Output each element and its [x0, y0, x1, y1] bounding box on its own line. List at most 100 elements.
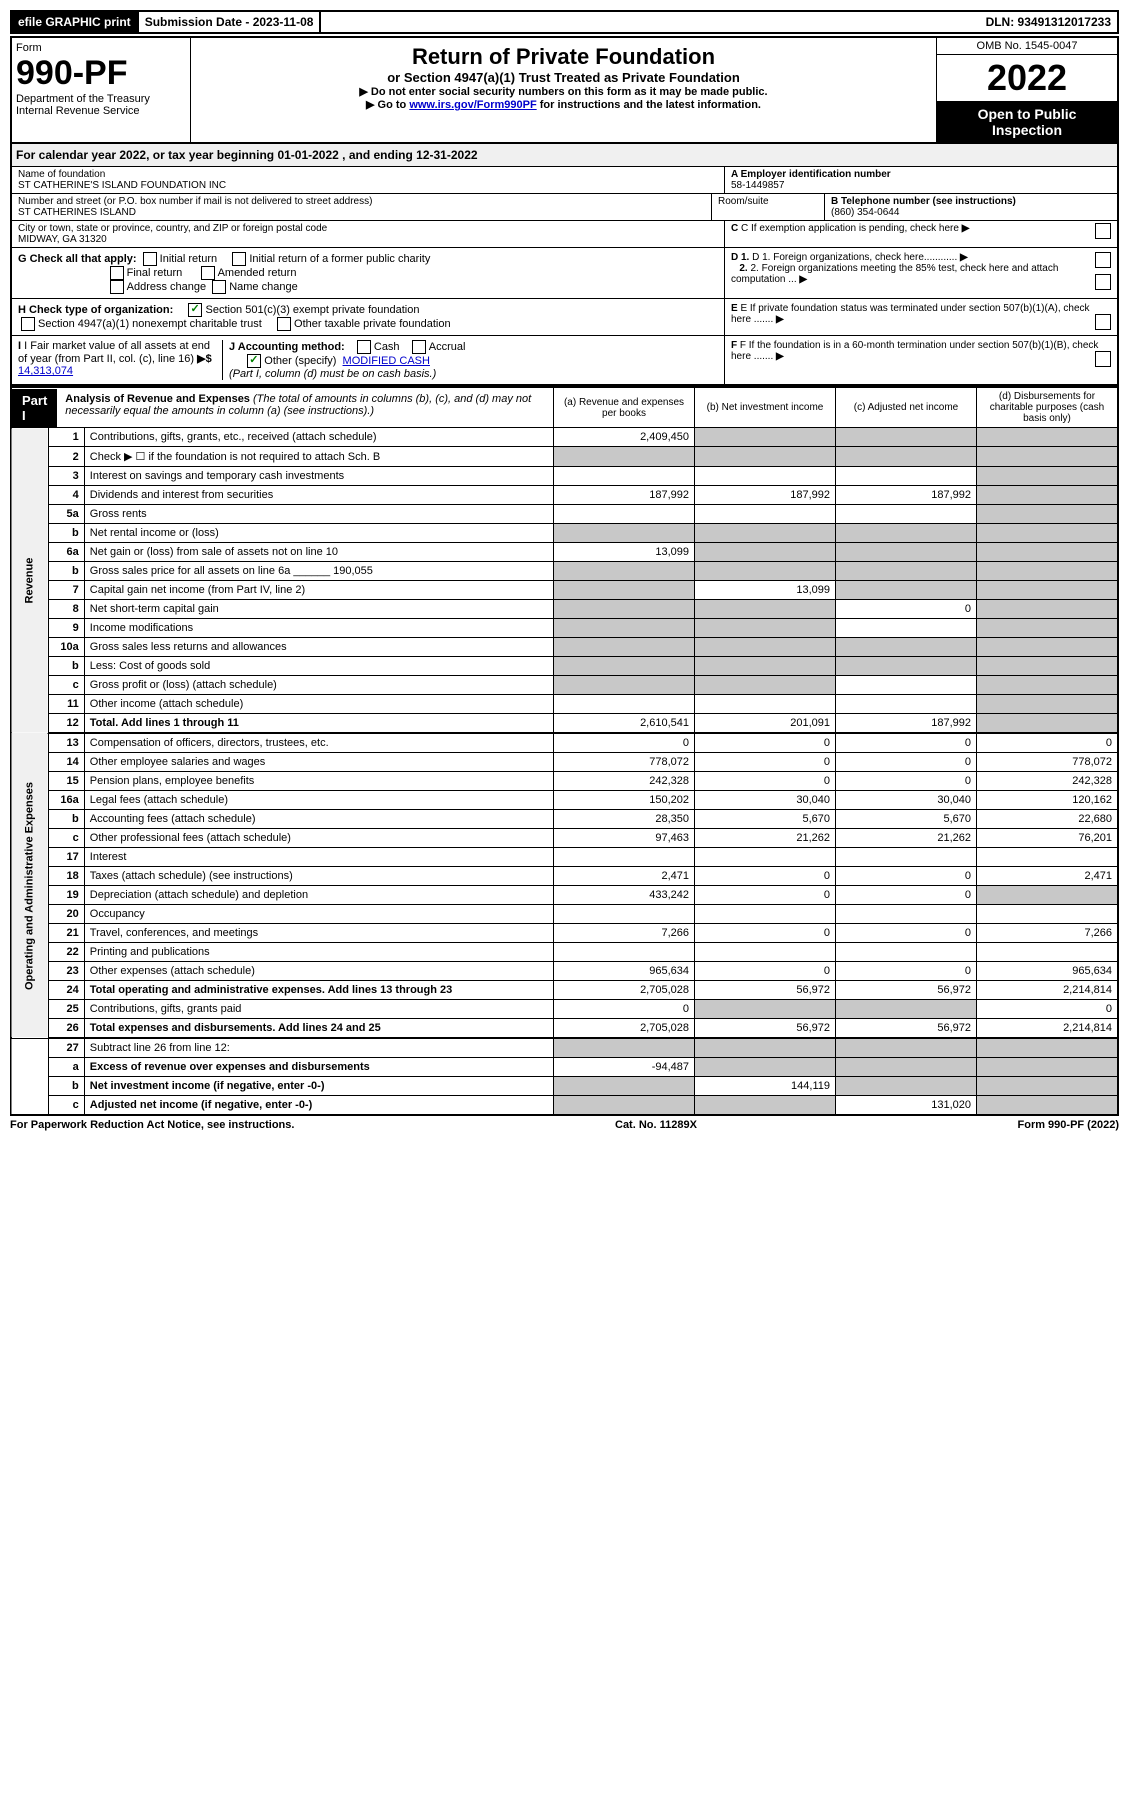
line-description: Travel, conferences, and meetings [84, 924, 553, 943]
value-cell [554, 581, 695, 600]
value-cell: 2,705,028 [554, 1019, 695, 1039]
submission-date: Submission Date - 2023-11-08 [139, 12, 322, 32]
line-description: Dividends and interest from securities [84, 486, 553, 505]
value-cell [554, 1077, 695, 1096]
value-cell [836, 1077, 977, 1096]
line-number: 8 [48, 600, 84, 619]
c-checkbox[interactable] [1095, 223, 1111, 239]
d2-checkbox[interactable] [1095, 274, 1111, 290]
h-501c3-checkbox[interactable] [188, 303, 202, 317]
value-cell: 433,242 [554, 886, 695, 905]
line-number: 27 [48, 1038, 84, 1058]
line-number: 25 [48, 1000, 84, 1019]
line-description: Gross profit or (loss) (attach schedule) [84, 676, 553, 695]
value-cell [554, 447, 695, 467]
table-row: 5aGross rents [11, 505, 1118, 524]
line-number: 12 [48, 714, 84, 734]
value-cell [554, 695, 695, 714]
form-link[interactable]: www.irs.gov/Form990PF [409, 99, 536, 111]
value-cell [554, 1096, 695, 1116]
line-number: b [48, 1077, 84, 1096]
value-cell [695, 562, 836, 581]
line-number: 11 [48, 695, 84, 714]
value-cell [695, 1096, 836, 1116]
value-cell: 56,972 [836, 981, 977, 1000]
j-section: J Accounting method: Cash Accrual Other … [223, 340, 718, 380]
j-accrual-checkbox[interactable] [412, 340, 426, 354]
value-cell [836, 505, 977, 524]
open-public: Open to Public Inspection [937, 102, 1117, 142]
g-address-change-checkbox[interactable] [110, 280, 124, 294]
line-description: Compensation of officers, directors, tru… [84, 733, 553, 753]
city-c-row: City or town, state or province, country… [10, 221, 1119, 248]
value-cell [695, 428, 836, 447]
table-row: 6aNet gain or (loss) from sale of assets… [11, 543, 1118, 562]
line-number: 14 [48, 753, 84, 772]
f-checkbox[interactable] [1095, 351, 1111, 367]
line-number: 7 [48, 581, 84, 600]
g-name-change-checkbox[interactable] [212, 280, 226, 294]
fair-market-value[interactable]: 14,313,074 [18, 365, 73, 377]
g-final-return-checkbox[interactable] [110, 266, 124, 280]
value-cell: 0 [836, 867, 977, 886]
j-cash-checkbox[interactable] [357, 340, 371, 354]
footer-right: Form 990-PF (2022) [1018, 1119, 1119, 1131]
form-title: Return of Private Foundation [197, 44, 930, 70]
value-cell [836, 943, 977, 962]
g-amended-checkbox[interactable] [201, 266, 215, 280]
value-cell [977, 486, 1119, 505]
value-cell [977, 581, 1119, 600]
table-row: 10aGross sales less returns and allowanc… [11, 638, 1118, 657]
line-description: Other employee salaries and wages [84, 753, 553, 772]
value-cell [977, 638, 1119, 657]
j-other-checkbox[interactable] [247, 354, 261, 368]
d1-checkbox[interactable] [1095, 252, 1111, 268]
value-cell: 0 [695, 886, 836, 905]
table-row: 8Net short-term capital gain0 [11, 600, 1118, 619]
value-cell [977, 467, 1119, 486]
table-row: 15Pension plans, employee benefits242,32… [11, 772, 1118, 791]
table-row: bNet rental income or (loss) [11, 524, 1118, 543]
dln: DLN: 93491312017233 [321, 12, 1117, 32]
value-cell [554, 1038, 695, 1058]
value-cell [695, 1038, 836, 1058]
value-cell [695, 657, 836, 676]
value-cell: 965,634 [554, 962, 695, 981]
value-cell: 187,992 [695, 486, 836, 505]
table-row: bLess: Cost of goods sold [11, 657, 1118, 676]
value-cell: 2,610,541 [554, 714, 695, 734]
value-cell: 778,072 [554, 753, 695, 772]
e-checkbox[interactable] [1095, 314, 1111, 330]
g-initial-former-checkbox[interactable] [232, 252, 246, 266]
value-cell [836, 848, 977, 867]
value-cell [836, 1038, 977, 1058]
table-row: 17Interest [11, 848, 1118, 867]
value-cell: 242,328 [977, 772, 1119, 791]
value-cell: 150,202 [554, 791, 695, 810]
part1-desc: Analysis of Revenue and Expenses (The to… [57, 389, 553, 427]
value-cell [977, 1058, 1119, 1077]
line-description: Other income (attach schedule) [84, 695, 553, 714]
value-cell [695, 600, 836, 619]
line-description: Interest [84, 848, 553, 867]
h-other-checkbox[interactable] [277, 317, 291, 331]
table-row: 4Dividends and interest from securities1… [11, 486, 1118, 505]
value-cell: 7,266 [554, 924, 695, 943]
value-cell [977, 905, 1119, 924]
value-cell: 56,972 [695, 1019, 836, 1039]
name-ein-row: Name of foundation ST CATHERINE'S ISLAND… [10, 167, 1119, 194]
value-cell [977, 505, 1119, 524]
f-section: F F If the foundation is in a 60-month t… [724, 336, 1117, 384]
col-b-header: (b) Net investment income [695, 387, 836, 428]
line-description: Less: Cost of goods sold [84, 657, 553, 676]
h-4947-checkbox[interactable] [21, 317, 35, 331]
top-bar: efile GRAPHIC print Submission Date - 20… [10, 10, 1119, 34]
col-a-header: (a) Revenue and expenses per books [554, 387, 695, 428]
value-cell [836, 905, 977, 924]
value-cell [836, 1058, 977, 1077]
line-number: 18 [48, 867, 84, 886]
line-number: 5a [48, 505, 84, 524]
g-initial-return-checkbox[interactable] [143, 252, 157, 266]
value-cell: 0 [554, 1000, 695, 1019]
value-cell [836, 543, 977, 562]
